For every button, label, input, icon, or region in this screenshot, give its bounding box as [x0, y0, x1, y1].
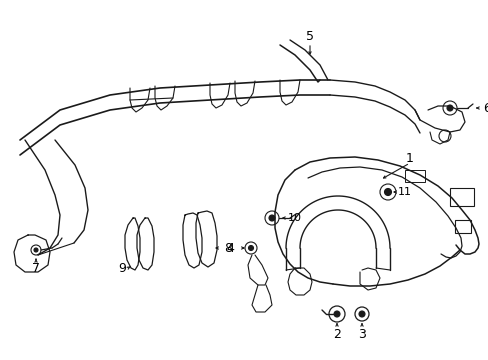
Circle shape — [248, 246, 253, 251]
Text: 3: 3 — [357, 328, 365, 341]
Circle shape — [333, 311, 339, 317]
Circle shape — [384, 189, 391, 195]
Text: 7: 7 — [32, 261, 40, 274]
Bar — [454, 220, 470, 233]
Text: 6: 6 — [482, 102, 488, 114]
Circle shape — [358, 311, 364, 317]
Circle shape — [446, 105, 452, 111]
Text: 2: 2 — [332, 328, 340, 341]
Bar — [404, 170, 424, 182]
Text: 11: 11 — [397, 187, 411, 197]
Bar — [449, 188, 473, 206]
Text: 4: 4 — [225, 242, 233, 255]
Circle shape — [34, 248, 38, 252]
Text: 9: 9 — [118, 261, 126, 274]
Text: 10: 10 — [287, 213, 302, 223]
Text: 1: 1 — [405, 152, 413, 165]
Circle shape — [268, 215, 274, 221]
Text: 5: 5 — [305, 30, 313, 42]
Text: 8: 8 — [224, 242, 231, 255]
